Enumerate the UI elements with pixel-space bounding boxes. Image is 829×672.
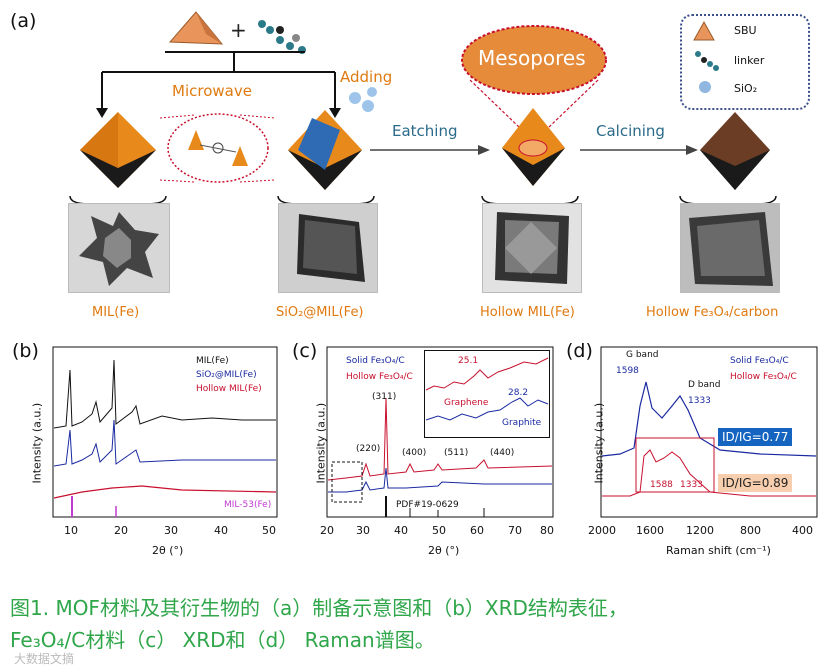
linker-molecule-icon	[258, 20, 306, 54]
panel-c-inset	[424, 350, 550, 438]
legend-linker-icon	[695, 51, 719, 71]
d-pos-blue: 1333	[688, 396, 711, 406]
tem-image-mil	[68, 203, 170, 293]
panel-d-letter: (d)	[566, 340, 593, 362]
product-label-hollow-mil: Hollow MIL(Fe)	[480, 305, 575, 320]
label-microwave: Microwave	[172, 82, 252, 100]
g-band-label: G band	[626, 350, 659, 360]
mil-octahedron-icon	[80, 112, 156, 188]
panel-c-inset-peak2: 28.2	[508, 388, 529, 398]
panel-b-xlabel: 2θ (°)	[152, 544, 184, 557]
panel-b-letter: (b)	[12, 340, 39, 362]
peak-label-220: (220)	[356, 444, 381, 454]
panel-c-xtick-1: 30	[356, 524, 370, 537]
panel-b-ref-label: MIL-53(Fe)	[224, 500, 272, 510]
peak-label-511: (511)	[444, 448, 469, 458]
panel-b-xtick-4: 50	[262, 524, 276, 537]
panel-a-schematic	[69, 11, 777, 213]
panel-b-legend-1: SiO₂@MIL(Fe)	[196, 370, 257, 380]
legend-linker-label: linker	[734, 54, 765, 67]
panel-c-xtick-2: 40	[394, 524, 408, 537]
panel-b-legend-2: Hollow MIL(Fe)	[196, 384, 262, 394]
d-band-label: D band	[688, 380, 721, 390]
plus-sign: +	[230, 18, 247, 42]
panel-c-legend-1: Hollow Fe₃O₄/C	[346, 372, 413, 382]
panel-c-legend-0: Solid Fe₃O₄/C	[346, 356, 405, 366]
tem-image-sio2-mil	[278, 203, 378, 293]
peak-label-440: (440)	[490, 448, 515, 458]
panel-c-xtick-6: 80	[540, 524, 554, 537]
panel-c-plot	[326, 346, 554, 518]
product-label-sio2-mil: SiO₂@MIL(Fe)	[276, 305, 364, 320]
caption-line-2: Fe₃O₄/C材料（c） XRD和（d） Raman谱图。	[10, 628, 435, 652]
label-eatching: Eatching	[392, 122, 458, 140]
ratio-badge-blue: ID/IG=0.77	[718, 428, 793, 446]
panel-d-plot	[600, 346, 818, 518]
label-calcining: Calcining	[596, 122, 665, 140]
panel-b-xtick-2: 30	[164, 524, 178, 537]
panel-d-xtick-2: 1200	[686, 524, 714, 537]
panel-c-letter: (c)	[292, 340, 318, 362]
legend-sio2-icon	[699, 81, 711, 93]
panel-d-legend-1: Hollow Fe₃O₄/C	[730, 372, 797, 382]
watermark: 大数据文摘	[14, 652, 75, 666]
panel-b-xtick-0: 10	[64, 524, 78, 537]
panel-c-xlabel: 2θ (°)	[428, 544, 460, 557]
panel-c-ref-label: PDF#19-0629	[396, 500, 459, 510]
panel-b-ylabel: Intensity (a.u.)	[30, 402, 44, 484]
panel-d-xtick-1: 1600	[636, 524, 664, 537]
panel-c-xtick-3: 50	[432, 524, 446, 537]
panel-b-xtick-3: 40	[214, 524, 228, 537]
panel-c-inset-peak1: 25.1	[458, 356, 479, 366]
ratio-badge-red: ID/IG=0.89	[718, 474, 793, 492]
legend-sbu-icon	[693, 20, 715, 41]
g-pos-blue: 1598	[616, 366, 639, 376]
hollow-mil-octahedron-icon	[502, 108, 565, 186]
product-label-hollow-fe3o4: Hollow Fe₃O₄/carbon	[646, 305, 779, 320]
d-pos-red: 1333	[680, 480, 703, 490]
panel-c-inset-graphene: Graphene	[444, 398, 489, 408]
panel-d-xtick-4: 400	[792, 524, 813, 537]
label-mesopores: Mesopores	[478, 46, 586, 70]
tem-image-hollow-fe3o4-carbon	[680, 203, 780, 293]
panel-c-xtick-5: 70	[508, 524, 522, 537]
g-pos-red: 1588	[650, 480, 673, 490]
product-label-mil: MIL(Fe)	[92, 305, 140, 320]
caption-line-1: 图1. MOF材料及其衍生物的（a）制备示意图和（b）XRD结构表征，	[10, 596, 628, 620]
figure-caption: 图1. MOF材料及其衍生物的（a）制备示意图和（b）XRD结构表征， Fe₃O…	[10, 592, 822, 656]
legend-sio2-label: SiO₂	[734, 82, 758, 95]
sbu-tetrahedron-icon	[168, 11, 224, 45]
panel-a-legend: SBU linker SiO₂	[680, 14, 810, 110]
panel-d-xlabel: Raman shift (cm⁻¹)	[666, 544, 771, 557]
panel-d-legend-0: Solid Fe₃O₄/C	[730, 356, 789, 366]
legend-sbu-label: SBU	[734, 24, 757, 37]
panel-a-letter: (a)	[10, 10, 37, 32]
label-adding: Adding	[340, 68, 393, 86]
panel-b-xtick-1: 20	[114, 524, 128, 537]
panel-b-legend-0: MIL(Fe)	[196, 356, 229, 366]
panel-d-xtick-0: 2000	[588, 524, 616, 537]
panel-b-plot	[52, 346, 278, 518]
panel-d-xtick-3: 800	[740, 524, 761, 537]
tem-image-hollow-mil	[482, 203, 582, 293]
panel-c-xtick-0: 20	[320, 524, 334, 537]
sio2-mil-octahedron-icon	[288, 110, 362, 190]
panel-c-inset-graphite: Graphite	[502, 418, 542, 428]
fe3o4-carbon-octahedron-icon	[700, 112, 770, 190]
panel-c-xtick-4: 60	[470, 524, 484, 537]
peak-label-400: (400)	[402, 448, 427, 458]
peak-label-311: (311)	[372, 392, 397, 402]
